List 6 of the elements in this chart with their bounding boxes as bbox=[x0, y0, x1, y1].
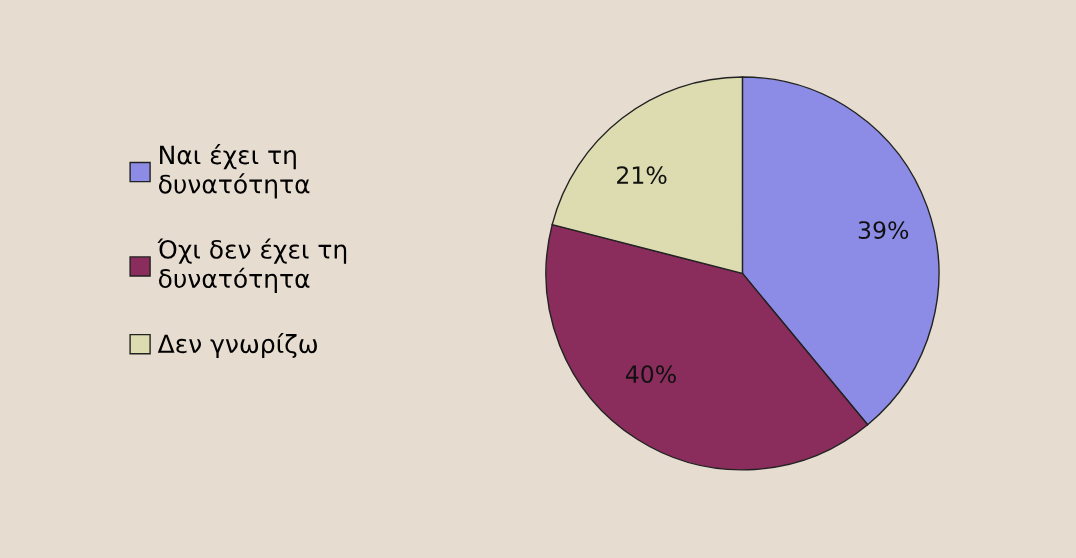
legend-label: Δεν γνωρίζω bbox=[157, 332, 317, 359]
data-label: 21% bbox=[617, 166, 667, 185]
data-label: 40% bbox=[625, 365, 676, 384]
legend-label: Ναι έχει τη δυνατότητα bbox=[158, 144, 310, 199]
data-label: 39% bbox=[858, 221, 909, 240]
legend-label: Όχι δεν έχει τη δυνατότητα bbox=[157, 238, 347, 293]
